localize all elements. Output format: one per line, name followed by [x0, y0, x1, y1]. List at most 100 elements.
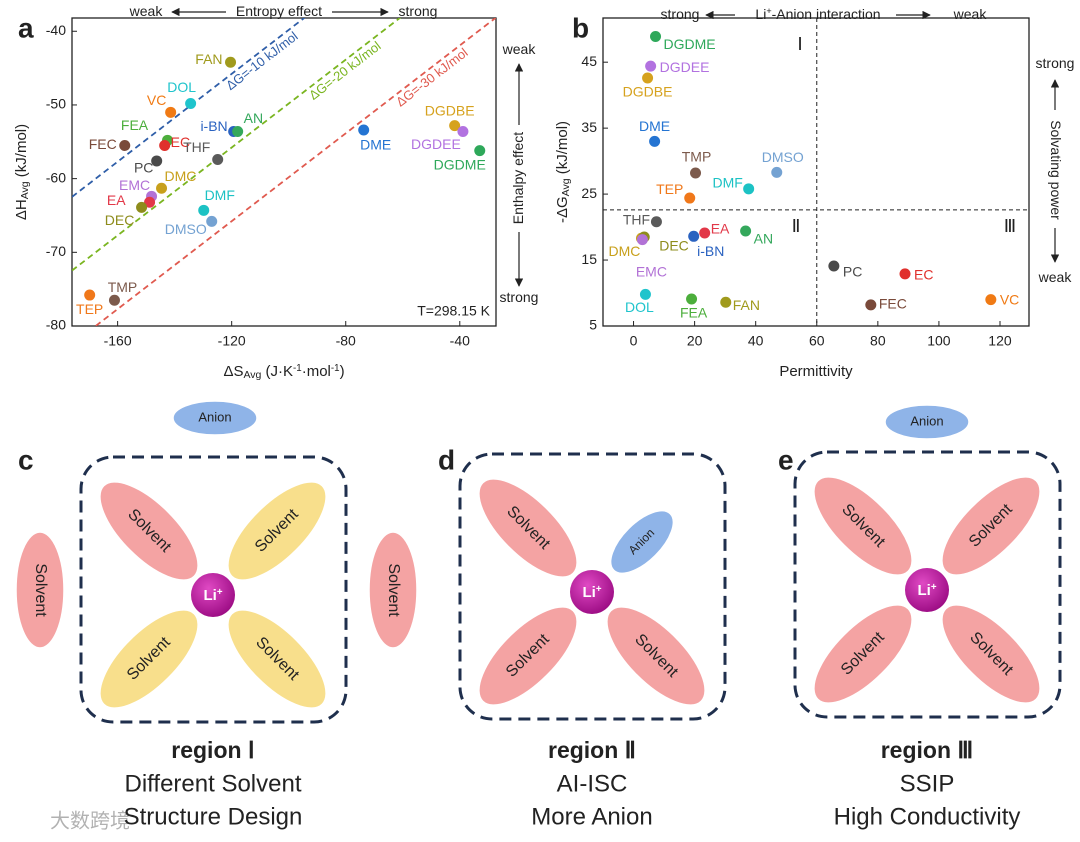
caption: More Anion [531, 803, 652, 830]
data-point [136, 201, 148, 213]
point-label: DMC [609, 243, 641, 259]
annotation: weak [502, 41, 537, 57]
caption: Different Solvent [125, 770, 302, 797]
caption: region Ⅱ [548, 737, 636, 763]
text-part: -Anion interaction [772, 6, 881, 22]
data-point [720, 296, 732, 308]
point-label: VC [147, 92, 166, 108]
point-label: THF [183, 139, 210, 155]
text-part: Solvating power [1048, 120, 1064, 220]
data-point [639, 288, 651, 300]
point-label: FEC [879, 296, 907, 312]
point-label: DMF [713, 175, 743, 191]
text-part: weak [953, 6, 988, 22]
point-label: TEP [76, 301, 103, 317]
text-part: + [596, 584, 602, 595]
lithium-label: Li+ [917, 582, 936, 599]
point-label: VC [1000, 291, 1019, 307]
point-label: DGDBE [623, 84, 673, 100]
data-point [232, 125, 244, 137]
data-point [642, 72, 654, 84]
point-label: DOL [167, 79, 196, 95]
point-label: DOL [625, 299, 654, 315]
molecule [606, 606, 706, 706]
molecule [813, 476, 913, 576]
point-label: DMF [205, 187, 235, 203]
text-part: -1 [331, 363, 340, 374]
data-point [159, 139, 171, 151]
data-point [649, 135, 661, 147]
caption: AI-ISC [557, 770, 628, 797]
watermark: 大数跨境 [50, 809, 130, 832]
molecule [15, 531, 65, 649]
annotation: weak [953, 6, 988, 22]
x-tick-label: 100 [927, 333, 951, 349]
caption: region Ⅲ [881, 737, 974, 763]
region-label: Ⅰ [797, 34, 802, 54]
y-tick-label: 5 [589, 317, 597, 333]
data-point [740, 225, 752, 237]
point-label: FAN [733, 297, 760, 313]
dashed-box [793, 450, 1062, 719]
molecule [227, 481, 327, 581]
molecule [884, 404, 970, 440]
data-point [144, 196, 156, 208]
molecule [99, 609, 199, 709]
data-point [449, 120, 461, 132]
data-point [474, 145, 486, 157]
reference-line-label: ΔG=-30 kJ/mol [393, 45, 471, 110]
point-label: TMP [108, 279, 138, 295]
x-tick-label: 60 [809, 333, 825, 349]
text-part: Li [582, 584, 595, 601]
x-tick-label: -80 [336, 333, 356, 349]
point-label: DME [360, 137, 391, 153]
y-tick-label: -50 [46, 96, 66, 112]
point-label: AN [754, 231, 773, 247]
text-part: Permittivity [779, 363, 853, 380]
data-point [686, 293, 698, 305]
point-label: FEC [89, 136, 117, 152]
point-label: EMC [119, 177, 150, 193]
text-part: strong [399, 3, 438, 19]
plot-frame [71, 17, 497, 327]
annotation: strong [399, 3, 438, 19]
caption: High Conductivity [834, 803, 1021, 830]
data-point [684, 192, 696, 204]
annotation: weak [129, 3, 164, 19]
text-part: (kJ/mol) [554, 121, 571, 179]
plot-frame [602, 17, 1030, 327]
point-label: AN [244, 110, 263, 126]
point-label: DMSO [165, 221, 207, 237]
data-point [650, 30, 662, 42]
molecule [813, 604, 913, 704]
panel-letter: d [438, 444, 455, 475]
text-part: Avg [243, 369, 261, 381]
x-tick-label: 40 [748, 333, 764, 349]
point-label: PC [843, 264, 862, 280]
text-part: ·mol [302, 363, 331, 380]
text-part: Li [203, 587, 216, 604]
text-part: strong [1036, 55, 1075, 71]
dashed-box [79, 455, 348, 724]
point-label: FEA [121, 117, 149, 133]
annotation: Solvating power [1048, 120, 1064, 220]
molecule [172, 400, 258, 436]
data-point [151, 155, 163, 167]
panel-letter: b [572, 12, 589, 43]
text-part: -ΔG [554, 196, 571, 223]
data-point [84, 289, 96, 301]
point-label: DME [639, 118, 670, 134]
point-label: PC [134, 160, 153, 176]
text-part: Avg [560, 178, 572, 196]
molecule [227, 609, 327, 709]
annotation: strong [661, 6, 700, 22]
point-label: i-BN [697, 243, 724, 259]
annotation: Li+-Anion interaction [755, 6, 880, 22]
caption: region Ⅰ [171, 737, 254, 763]
text-part: weak [129, 3, 164, 19]
x-tick-label: 80 [870, 333, 886, 349]
point-label: DMSO [762, 149, 804, 165]
data-point [688, 230, 700, 242]
data-point [985, 294, 997, 306]
molecule [478, 478, 578, 578]
